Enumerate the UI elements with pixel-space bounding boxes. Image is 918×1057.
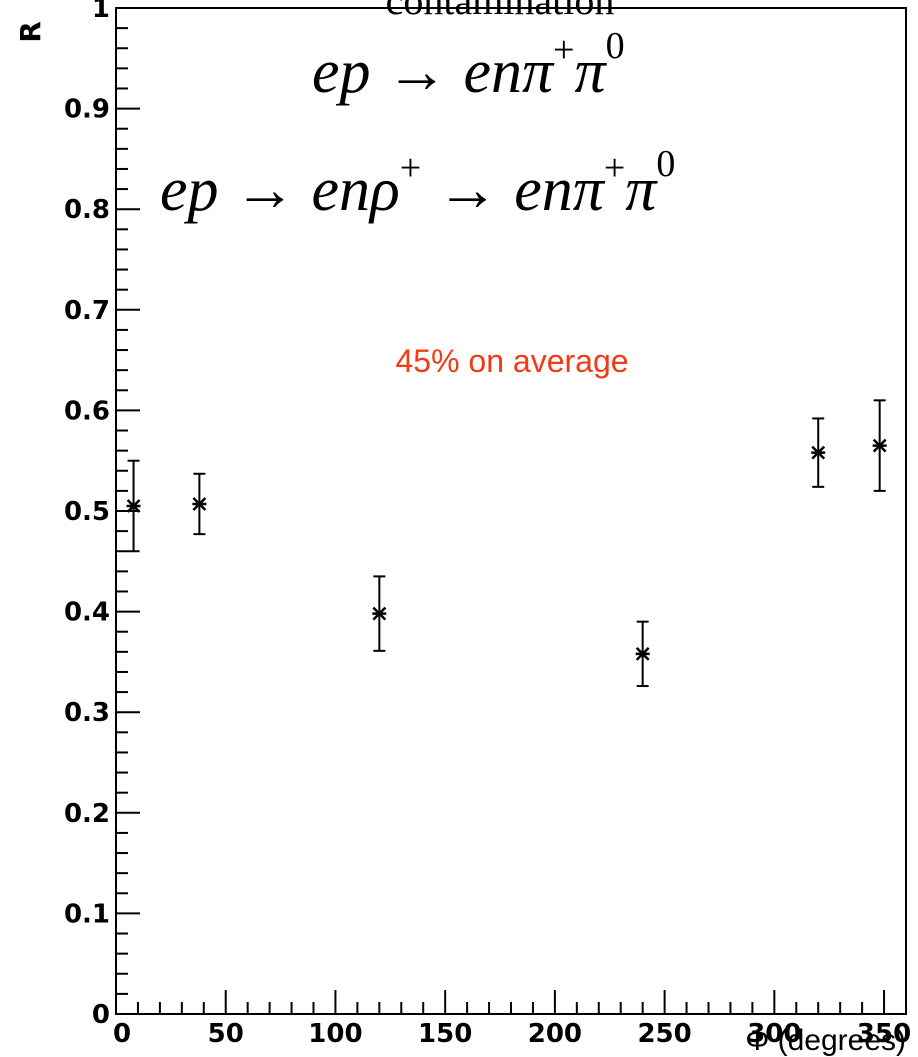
y-axis-label: R (14, 21, 47, 43)
data-point (372, 575, 387, 652)
y-tick-label: 1 (92, 0, 110, 24)
x-tick-label: 200 (528, 1019, 582, 1049)
x-axis-ticks: 0 50 100 150 200 250 300 350 (113, 990, 911, 1049)
x-axis-title: Φ (degrees) (745, 1024, 906, 1057)
formula-1-sup1: + (553, 29, 574, 71)
y-tick-label: 0.7 (64, 296, 110, 326)
x-tick-label: 300 (747, 1019, 801, 1049)
y-tick-label: 0.3 (64, 698, 110, 728)
y-axis-ticks: 0 0.1 0.2 0.3 0.4 0.5 0.6 0.7 0.8 0.9 1 (64, 0, 140, 1030)
formula-1-sup2: 0 (606, 25, 625, 67)
marker-star (811, 445, 826, 460)
formula-1-part2: π (575, 38, 608, 106)
y-tick-label: 0.4 (64, 598, 110, 628)
marker-star (192, 497, 207, 511)
formula-2-sup3: 0 (656, 143, 675, 185)
formula-2-sup1: + (400, 147, 421, 189)
marker-star (635, 646, 650, 661)
x-tick-label: 350 (857, 1019, 911, 1049)
chart-title: contamination (386, 0, 615, 23)
y-tick-label: 0.8 (64, 195, 110, 225)
formula-2-part2: → enπ (421, 156, 606, 224)
x-tick-label: 250 (637, 1019, 691, 1049)
data-point (635, 620, 650, 688)
marker-star (872, 438, 887, 453)
formula-2-sup2: + (604, 147, 625, 189)
formula-1-part1: ep → enπ (312, 38, 555, 106)
formula-1: ep → enπ+π0 (312, 25, 625, 106)
y-tick-label: 0.2 (64, 799, 110, 829)
formula-2-part3: π (625, 156, 658, 224)
average-note: 45% on average (395, 343, 628, 379)
data-point (811, 417, 826, 488)
data-points (126, 399, 887, 688)
formula-2-part1: ep → enρ (160, 156, 400, 224)
y-tick-label: 0 (92, 1000, 110, 1030)
y-tick-label: 0.5 (64, 497, 110, 527)
data-point (872, 399, 887, 492)
x-tick-label: 100 (308, 1019, 362, 1049)
marker-star (126, 499, 141, 513)
y-tick-label: 0.6 (64, 396, 110, 426)
formula-2: ep → enρ+ → enπ+π0 (160, 143, 675, 224)
y-tick-label: 0.9 (64, 95, 110, 125)
data-point (192, 472, 207, 536)
data-point (126, 459, 141, 553)
x-tick-label: 0 (113, 1019, 131, 1049)
x-tick-label: 50 (208, 1019, 244, 1049)
marker-star (372, 606, 387, 621)
y-tick-label: 0.1 (64, 899, 110, 929)
x-tick-label: 150 (418, 1019, 472, 1049)
